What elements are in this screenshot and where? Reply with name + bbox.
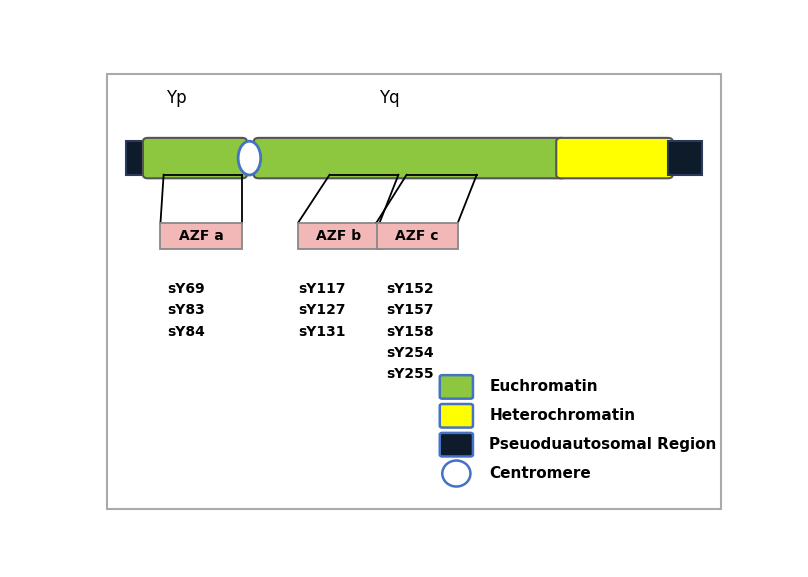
Text: Pseuoduautosomal Region: Pseuoduautosomal Region bbox=[490, 437, 717, 452]
FancyBboxPatch shape bbox=[556, 138, 673, 178]
Ellipse shape bbox=[238, 141, 261, 175]
Text: sY127: sY127 bbox=[298, 304, 346, 317]
FancyBboxPatch shape bbox=[440, 433, 473, 456]
Bar bbox=[667, 141, 702, 175]
Text: sY83: sY83 bbox=[166, 304, 204, 317]
Bar bbox=[377, 223, 458, 249]
Text: Heterochromatin: Heterochromatin bbox=[490, 409, 635, 424]
Bar bbox=[161, 223, 242, 249]
Text: sY158: sY158 bbox=[386, 325, 434, 339]
Text: Centromere: Centromere bbox=[490, 466, 591, 481]
Ellipse shape bbox=[442, 460, 470, 486]
Text: sY254: sY254 bbox=[386, 346, 434, 360]
FancyBboxPatch shape bbox=[143, 138, 247, 178]
Text: Yp: Yp bbox=[166, 89, 187, 107]
Bar bbox=[126, 141, 148, 175]
Text: sY131: sY131 bbox=[298, 325, 346, 339]
Text: sY117: sY117 bbox=[298, 282, 346, 296]
FancyBboxPatch shape bbox=[440, 404, 473, 428]
FancyBboxPatch shape bbox=[440, 375, 473, 399]
Text: sY152: sY152 bbox=[386, 282, 434, 296]
Bar bbox=[298, 223, 380, 249]
Text: sY69: sY69 bbox=[166, 282, 204, 296]
FancyBboxPatch shape bbox=[254, 138, 566, 178]
Text: AZF b: AZF b bbox=[317, 229, 361, 243]
Text: AZF c: AZF c bbox=[395, 229, 439, 243]
Text: Euchromatin: Euchromatin bbox=[490, 380, 598, 395]
Text: sY157: sY157 bbox=[386, 304, 433, 317]
Text: sY255: sY255 bbox=[386, 368, 434, 381]
Text: sY84: sY84 bbox=[166, 325, 204, 339]
Text: Yq: Yq bbox=[379, 89, 399, 107]
Text: AZF a: AZF a bbox=[179, 229, 224, 243]
